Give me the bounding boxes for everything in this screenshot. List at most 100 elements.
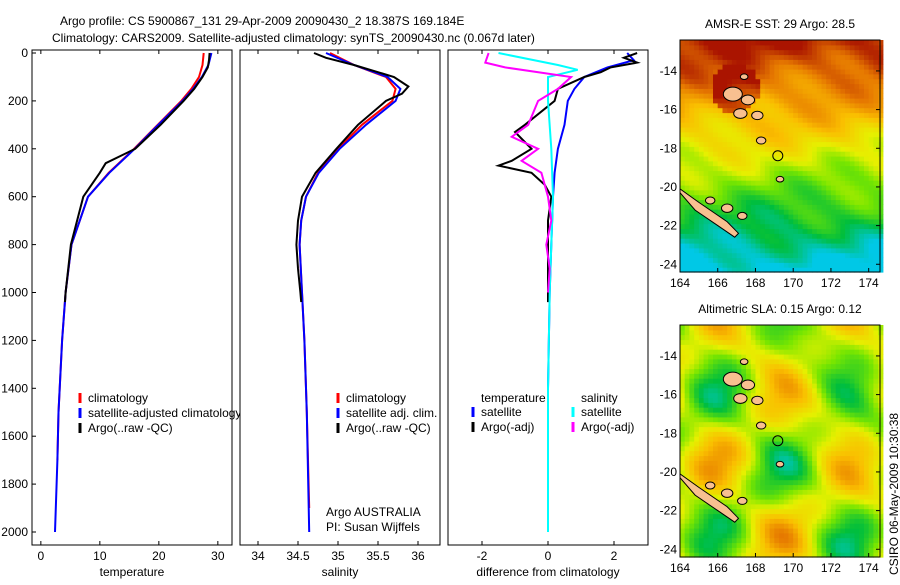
heatmap-cell — [684, 78, 690, 85]
heatmap-cell — [807, 59, 813, 65]
heatmap-cell — [760, 93, 766, 99]
heatmap-cell — [684, 156, 690, 162]
heatmap-cell — [698, 368, 705, 374]
heatmap-cell — [741, 460, 747, 466]
heatmap-cell — [731, 445, 738, 452]
heatmap-cell — [736, 218, 742, 225]
heatmap-cell — [835, 363, 841, 370]
heatmap-cell — [845, 334, 851, 341]
heatmap-cell — [802, 262, 808, 268]
heatmap-cell — [727, 503, 733, 510]
heatmap-cell — [774, 228, 780, 234]
heatmap-cell — [750, 78, 757, 85]
heatmap-cell — [731, 44, 738, 51]
heatmap-cell — [816, 78, 823, 85]
heatmap-cell — [698, 542, 705, 548]
heatmap-cell — [835, 218, 841, 225]
heatmap-cell — [717, 209, 723, 215]
heatmap-cell — [788, 233, 794, 239]
heatmap-cell — [764, 445, 771, 452]
heatmap-cell — [736, 262, 742, 268]
x-tick-label: 35 — [331, 549, 345, 563]
heatmap-cell — [779, 450, 785, 457]
heatmap-cell — [826, 127, 832, 133]
heatmap-cell — [760, 455, 766, 461]
heatmap-cell — [769, 204, 775, 210]
heatmap-cell — [849, 499, 856, 505]
heatmap-cell — [708, 233, 714, 239]
x-tick-label: 172 — [821, 276, 841, 290]
heatmap-cell — [746, 189, 752, 196]
heatmap-cell — [717, 412, 723, 418]
island — [704, 481, 716, 490]
heatmap-cell — [694, 387, 700, 394]
heatmap-cell — [859, 93, 865, 99]
heatmap-cell — [873, 146, 879, 152]
heatmap-cell — [854, 416, 860, 423]
heatmap-cell — [722, 421, 728, 428]
heatmap-cell — [816, 334, 823, 341]
heatmap-cell — [750, 267, 757, 273]
heatmap-cell — [684, 552, 690, 558]
heatmap-cell — [783, 233, 790, 239]
heatmap-cell — [859, 450, 865, 457]
heatmap-cell — [873, 421, 879, 428]
heatmap-cell — [722, 136, 728, 143]
heatmap-cell — [708, 141, 714, 147]
heatmap-cell — [779, 552, 785, 558]
heatmap-cell — [835, 489, 841, 495]
heatmap-cell — [774, 354, 780, 360]
heatmap-cell — [764, 194, 771, 201]
heatmap-cell — [840, 402, 846, 408]
heatmap-cell — [840, 165, 846, 172]
heatmap-cell — [713, 378, 719, 384]
heatmap-cell — [854, 344, 860, 350]
heatmap-cell — [689, 387, 695, 394]
heatmap-cell — [802, 412, 808, 418]
heatmap-cell — [727, 552, 733, 558]
heatmap-cell — [689, 547, 695, 553]
heatmap-cell — [878, 223, 884, 230]
heatmap-cell — [750, 339, 757, 345]
heatmap-cell — [821, 450, 827, 457]
heatmap-cell — [864, 218, 870, 225]
heatmap-cell — [797, 40, 804, 46]
heatmap-cell — [680, 218, 686, 225]
heatmap-cell — [793, 445, 799, 452]
heatmap-cell — [769, 484, 775, 490]
heatmap-cell — [703, 523, 709, 529]
heatmap-cell — [736, 537, 742, 544]
heatmap-cell — [797, 117, 804, 123]
heatmap-cell — [713, 387, 719, 394]
heatmap-cell — [840, 368, 846, 374]
heatmap-cell — [840, 131, 846, 138]
heatmap-cell — [717, 180, 723, 186]
heatmap-cell — [821, 392, 827, 399]
heatmap-cell — [717, 431, 723, 437]
heatmap-cell — [845, 416, 851, 423]
heatmap-cell — [793, 88, 799, 94]
heatmap-cell — [684, 209, 690, 215]
heatmap-cell — [769, 102, 775, 109]
heatmap-cell — [708, 392, 714, 399]
heatmap-cell — [830, 243, 837, 249]
heatmap-cell — [750, 49, 757, 56]
heatmap-cell — [835, 368, 841, 374]
heatmap-cell — [703, 503, 709, 510]
heatmap-cell — [684, 325, 690, 331]
heatmap-cell — [840, 383, 846, 389]
heatmap-cell — [873, 170, 879, 176]
heatmap-cell — [769, 518, 775, 524]
heatmap-cell — [769, 528, 775, 534]
heatmap-cell — [807, 223, 813, 230]
heatmap-cell — [783, 88, 790, 94]
heatmap-cell — [783, 98, 790, 104]
heatmap-cell — [689, 243, 695, 249]
heatmap-cell — [854, 175, 860, 181]
heatmap-cell — [864, 397, 870, 403]
heatmap-cell — [717, 547, 723, 553]
heatmap-cell — [694, 175, 700, 181]
heatmap-cell — [864, 412, 870, 418]
heatmap-cell — [797, 358, 804, 365]
heatmap-cell — [868, 416, 874, 423]
